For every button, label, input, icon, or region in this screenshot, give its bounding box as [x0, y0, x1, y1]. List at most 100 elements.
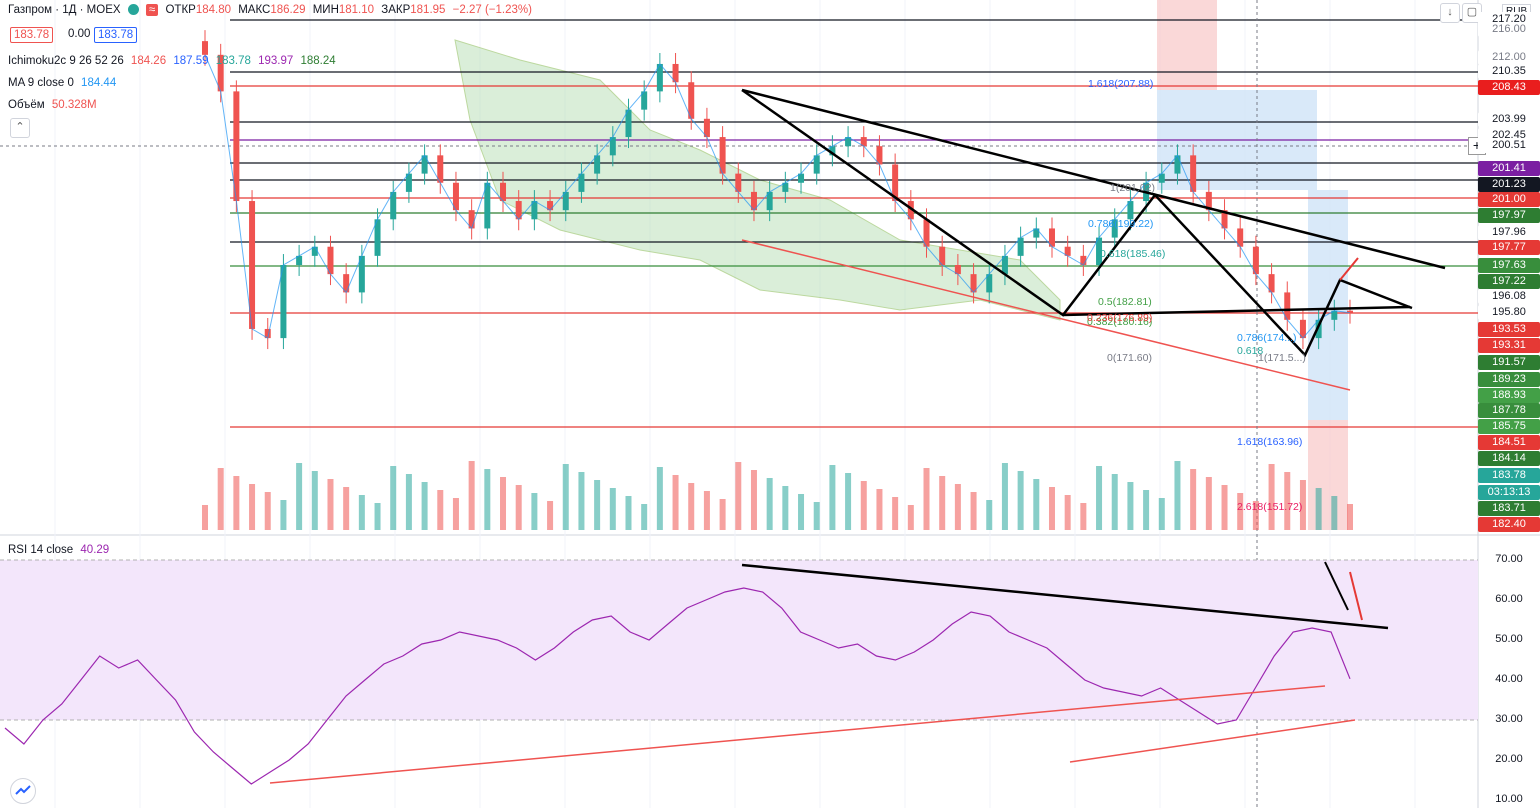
rsi-legend[interactable]: RSI 14 close 40.29 — [8, 544, 113, 556]
fib-level-label: 0.786(174...) — [1237, 332, 1297, 344]
collapse-legend-button[interactable]: ⌃ — [10, 118, 30, 138]
maximize-button[interactable]: ▢ — [1462, 3, 1482, 23]
rsi-axis-label: 20.00 — [1495, 753, 1523, 765]
tradingview-logo-icon[interactable] — [10, 778, 36, 804]
volume-bar — [249, 484, 256, 530]
candle-body — [327, 246, 334, 275]
volume-bar — [656, 467, 663, 530]
volume-bar — [750, 470, 757, 530]
ichimoku-legend[interactable]: Ichimoku2c 9 26 52 26 184.26 187.59 183.… — [8, 55, 340, 67]
candle-body — [264, 328, 271, 339]
rsi-value: 40.29 — [80, 544, 110, 556]
candle-body — [1190, 155, 1197, 192]
candle-body — [1048, 228, 1055, 247]
volume-bar — [1143, 490, 1150, 530]
volume-legend[interactable]: Объём 50.328M — [8, 99, 101, 111]
ichimoku-v3: 183.78 — [215, 55, 251, 67]
fib-level-label: 1(201.02) — [1110, 182, 1155, 194]
volume-bar — [547, 501, 554, 530]
volume-bar — [311, 471, 318, 530]
rsi-axis-label: 70.00 — [1495, 553, 1523, 565]
volume-bar — [1111, 474, 1118, 530]
candle-body — [641, 91, 648, 110]
volume-bar — [782, 486, 789, 530]
volume-bar — [845, 473, 852, 530]
ma-line — [204, 54, 1351, 339]
rsi-support-2 — [1069, 719, 1356, 763]
volume-bar — [688, 483, 695, 530]
volume-bar — [531, 493, 538, 530]
candle-body — [1033, 228, 1040, 238]
price-axis-label: 185.75 — [1478, 419, 1540, 434]
scroll-down-button[interactable]: ↓ — [1440, 3, 1460, 23]
ma-value: 184.44 — [81, 77, 117, 89]
volume-bar — [500, 477, 507, 530]
candle-body — [437, 155, 444, 183]
candle-body — [954, 265, 961, 275]
fib-level-label: 0.618(185.46) — [1100, 248, 1166, 260]
candle-body — [1315, 319, 1322, 339]
volume-bar — [1221, 485, 1228, 530]
high-label: МАКС — [238, 4, 271, 16]
ask-price[interactable]: 183.78 — [94, 27, 138, 43]
bid-price[interactable]: 183.78 — [10, 27, 54, 43]
price-axis-label: 191.57 — [1478, 355, 1540, 370]
candle-body — [1174, 155, 1181, 174]
volume-bar — [437, 490, 444, 530]
rsi-axis-label: 40.00 — [1495, 673, 1523, 685]
close-value: 181.95 — [410, 4, 446, 16]
price-axis-label: 203.99 — [1478, 112, 1540, 127]
spread-value: 0.00 — [68, 28, 91, 40]
approx-icon[interactable]: ≈ — [145, 4, 159, 16]
candle-body — [249, 201, 256, 329]
visibility-icon[interactable] — [127, 4, 139, 16]
ma-label: MA 9 close 0 — [8, 77, 74, 89]
volume-bar — [1033, 479, 1040, 530]
price-axis-label: 196.08 — [1478, 289, 1540, 304]
rsi-band — [0, 560, 1478, 720]
volume-bar — [813, 502, 820, 530]
rsi-line — [4, 587, 1351, 785]
candle-body — [578, 173, 585, 192]
candle-body — [609, 137, 616, 156]
symbol-title[interactable]: Газпром · 1Д · MOEX — [8, 4, 121, 16]
fib-level-label: 0.786(199.22) — [1088, 218, 1154, 230]
volume-bar — [892, 497, 899, 530]
price-axis-label: 197.96 — [1478, 225, 1540, 240]
candle-body — [280, 265, 287, 339]
candle-body — [1080, 255, 1087, 265]
price-axis-label: 200.51 — [1478, 138, 1540, 153]
candle-body — [907, 201, 914, 220]
volume-bar — [1127, 482, 1134, 530]
candle-body — [1331, 310, 1338, 320]
candle-body — [829, 146, 836, 156]
fib-level-label: 0.5(182.81) — [1098, 296, 1152, 308]
price-axis-label: 184.14 — [1478, 451, 1540, 466]
volume-bar — [468, 461, 475, 530]
up-arrow — [1339, 257, 1359, 281]
candle-body — [390, 191, 397, 220]
candle-body — [1221, 210, 1228, 229]
candle-body — [1001, 255, 1008, 275]
volume-bar — [1284, 472, 1291, 530]
volume-bar — [970, 492, 977, 530]
volume-bar — [578, 472, 585, 530]
volume-bar — [829, 465, 836, 530]
low-value: 181.10 — [338, 4, 375, 16]
ma-legend[interactable]: MA 9 close 0 184.44 — [8, 77, 120, 89]
volume-bar — [703, 491, 710, 530]
volume-bar — [1268, 464, 1275, 530]
fib-level-label: 1(171.5...) — [1258, 352, 1306, 364]
volume-bar — [1017, 471, 1024, 530]
price-axis-label: 188.93 — [1478, 388, 1540, 403]
candle-body — [923, 219, 930, 247]
volume-bar — [421, 482, 428, 530]
price-axis-label: 195.80 — [1478, 305, 1540, 320]
price-axis-label: 201.23 — [1478, 177, 1540, 192]
candle-body — [515, 201, 522, 220]
candle-body — [892, 164, 899, 202]
ichimoku-v1: 184.26 — [130, 55, 167, 67]
candle-body — [1127, 201, 1134, 220]
candle-body — [688, 82, 695, 119]
